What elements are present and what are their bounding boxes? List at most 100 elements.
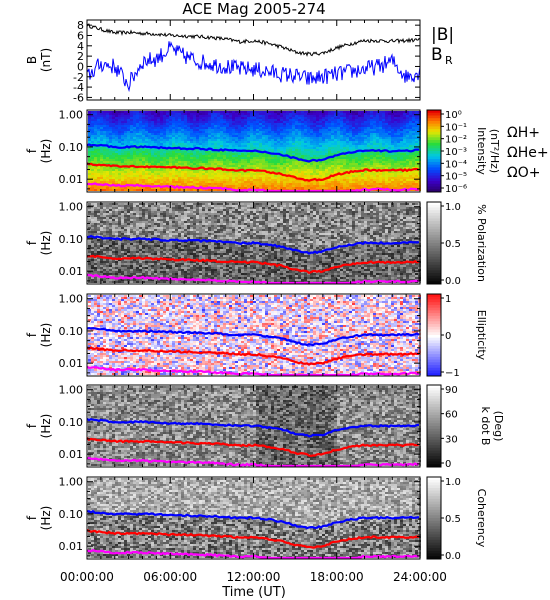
spectrogram-cell: [193, 153, 196, 155]
spectrogram-cell: [91, 265, 94, 267]
spectrogram-cell: [340, 137, 343, 139]
spectrogram-cell: [130, 157, 133, 159]
spectrogram-cell: [154, 153, 157, 155]
spectrogram-cell: [238, 131, 241, 133]
spectrogram-cell: [292, 113, 295, 115]
spectrogram-cell: [355, 131, 358, 133]
spectrogram-cell: [274, 161, 277, 163]
spectrogram-cell: [211, 189, 214, 191]
spectrogram-cell: [217, 153, 220, 155]
spectrogram-cell: [394, 115, 397, 117]
spectrogram-cell: [190, 141, 193, 143]
spectrogram-cell: [184, 161, 187, 163]
spectrogram-cell: [100, 281, 103, 283]
spectrogram-cell: [319, 151, 322, 153]
spectrogram-cell: [217, 145, 220, 147]
spectrogram-cell: [247, 139, 250, 141]
spectrogram-cell: [91, 241, 94, 243]
spectrogram-cell: [109, 187, 112, 189]
spectrogram-cell: [100, 259, 103, 261]
spectrogram-cell: [214, 141, 217, 143]
spectrogram-cell: [298, 111, 301, 113]
spectrogram-cell: [232, 143, 235, 145]
spectrogram-cell: [340, 161, 343, 163]
spectrogram-cell: [94, 263, 97, 265]
spectrogram-cell: [97, 175, 100, 177]
spectrogram-cell: [349, 123, 352, 125]
spectrogram-cell: [253, 161, 256, 163]
spectrogram-cell: [292, 151, 295, 153]
spectrogram-cell: [139, 151, 142, 153]
spectrogram-cell: [307, 159, 310, 161]
spectrogram-cell: [358, 177, 361, 179]
spectrogram-cell: [277, 183, 280, 185]
spectrogram-cell: [325, 135, 328, 137]
spectrogram-cell: [274, 111, 277, 113]
spectrogram-cell: [112, 127, 115, 129]
spectrogram-cell: [142, 117, 145, 119]
spectrogram-cell: [247, 157, 250, 159]
spectrogram-cell: [244, 185, 247, 187]
spectrogram-cell: [358, 157, 361, 159]
spectrogram-cell: [271, 113, 274, 115]
spectrogram-cell: [106, 281, 109, 283]
spectrogram-cell: [406, 137, 409, 139]
spectrogram-cell: [160, 117, 163, 119]
spectrogram-cell: [217, 183, 220, 185]
spectrogram-cell: [145, 131, 148, 133]
spectrogram-cell: [166, 123, 169, 125]
spectrogram-cell: [97, 185, 100, 187]
spectrogram-cell: [88, 203, 91, 205]
spectrogram-cell: [268, 111, 271, 113]
spectrogram-cell: [367, 167, 370, 169]
spectrogram-cell: [154, 141, 157, 143]
spectrogram-cell: [223, 179, 226, 181]
spectrogram-cell: [415, 127, 418, 129]
spectrogram-cell: [172, 163, 175, 165]
spectrogram-cell: [355, 121, 358, 123]
spectrogram-cell: [121, 127, 124, 129]
spectrogram-cell: [178, 151, 181, 153]
spectrogram-cell: [184, 127, 187, 129]
spectrogram-cell: [403, 115, 406, 117]
spectrogram-cell: [109, 227, 112, 229]
spectrogram-cell: [265, 145, 268, 147]
spectrogram-cell: [115, 151, 118, 153]
spectrogram-cell: [331, 113, 334, 115]
spectrogram-cell: [145, 163, 148, 165]
spectrogram-cell: [244, 181, 247, 183]
spectrogram-cell: [127, 155, 130, 157]
spectrogram-cell: [88, 249, 91, 251]
spectrogram-cell: [301, 185, 304, 187]
spectrogram-cell: [373, 159, 376, 161]
spectrogram-cell: [238, 139, 241, 141]
spectrogram-cell: [361, 165, 364, 167]
spectrogram-cell: [343, 155, 346, 157]
spectrogram-cell: [88, 277, 91, 279]
spectrogram-cell: [322, 141, 325, 143]
spectrogram-cell: [94, 133, 97, 135]
spectrogram-cell: [142, 187, 145, 189]
spectrogram-cell: [148, 171, 151, 173]
spectrogram-cell: [358, 153, 361, 155]
spectrogram-cell: [340, 139, 343, 141]
spectrogram-cell: [334, 145, 337, 147]
spectrogram-cell: [91, 223, 94, 225]
spectrogram-cell: [208, 189, 211, 191]
spectrogram-cell: [112, 219, 115, 221]
spectrogram-cell: [415, 163, 418, 165]
spectrogram-cell: [352, 179, 355, 181]
spectrogram-cell: [265, 127, 268, 129]
spectrogram-cell: [217, 175, 220, 177]
spectrogram-cell: [169, 157, 172, 159]
spectrogram-cell: [394, 163, 397, 165]
spectrogram-cell: [175, 135, 178, 137]
spectrogram-cell: [403, 145, 406, 147]
spectrogram-cell: [250, 139, 253, 141]
spectrogram-cell: [391, 117, 394, 119]
spectrogram-cell: [181, 175, 184, 177]
spectrogram-cell: [289, 161, 292, 163]
spectrogram-cell: [145, 151, 148, 153]
spectrogram-cell: [175, 165, 178, 167]
spectrogram-cell: [373, 151, 376, 153]
